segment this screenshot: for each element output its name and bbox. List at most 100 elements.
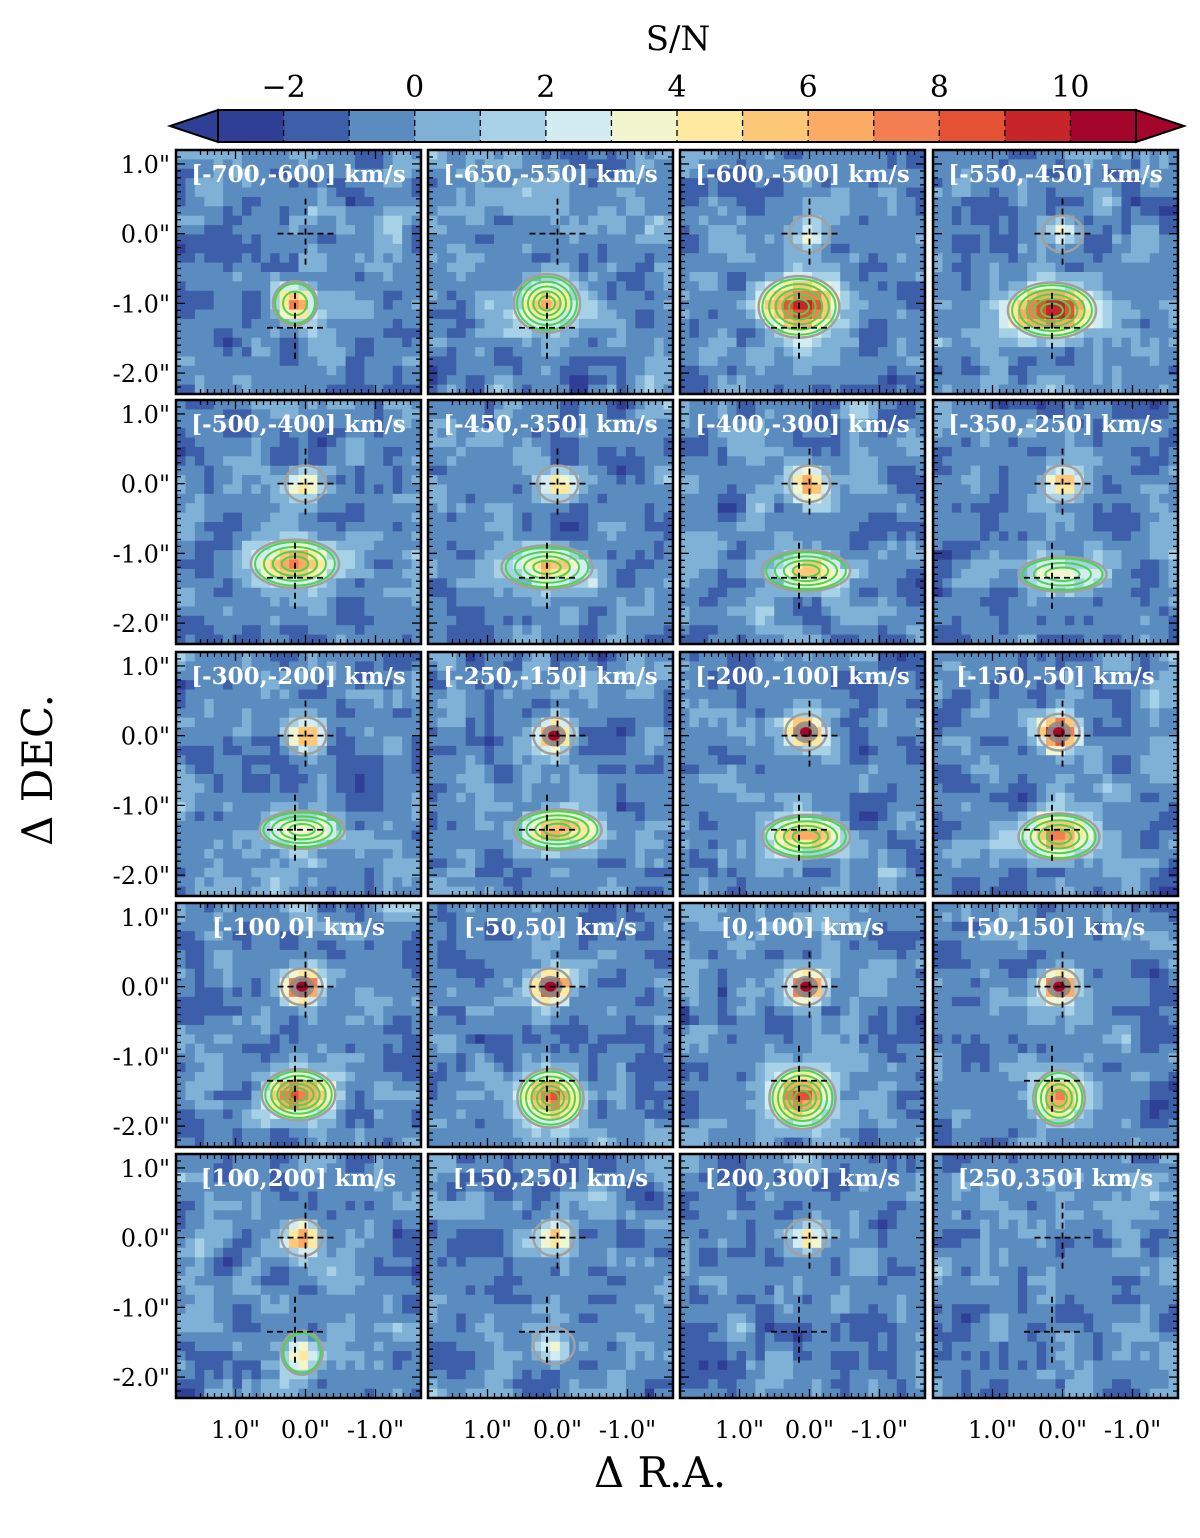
sn-cell [298,587,309,598]
sn-cell [745,178,756,189]
sn-cell [204,597,215,608]
sn-cell [503,465,514,476]
sn-cell [1064,187,1075,198]
sn-cell [307,597,318,608]
sn-cell [289,531,300,542]
sn-cell [793,206,804,217]
sn-cell [503,300,514,311]
y-tick-label: -2.0" [113,360,170,388]
sn-cell [223,300,234,311]
sn-cell [588,503,599,514]
sn-cell [411,418,421,429]
sn-cell [1140,347,1151,358]
sn-cell [1140,243,1151,254]
sn-cell [522,484,533,495]
sn-cell [1036,356,1047,367]
colorbar-tick-label: 0 [405,70,424,105]
sn-cell [1064,318,1075,329]
sn-cell [933,150,944,160]
sn-cell [802,365,813,376]
sn-cell [475,428,486,439]
sn-cell [493,493,504,504]
sn-cell [512,262,523,273]
sn-cell [232,196,243,207]
sn-cell [933,225,944,236]
sn-cell [411,234,421,245]
sn-cell [437,418,448,429]
sn-cell [437,159,448,170]
sn-cell [531,168,542,179]
sn-cell [251,437,262,448]
sn-cell [1168,243,1178,254]
sn-cell [1159,234,1170,245]
sn-cell [522,587,533,598]
sn-cell [456,187,467,198]
sn-cell [588,150,599,160]
sn-cell [654,178,665,189]
sn-cell [607,503,618,514]
sn-cell [475,615,486,626]
sn-cell [522,615,533,626]
sn-cell [194,290,205,301]
sn-cell [1036,243,1047,254]
sn-cell [802,337,813,348]
sn-cell [289,550,300,561]
sn-cell [877,328,888,339]
sn-cell [475,178,486,189]
sn-cell [484,540,495,551]
sn-cell [402,356,413,367]
sn-cell [588,206,599,217]
sn-cell [213,318,224,329]
sn-cell [625,337,636,348]
sn-cell [326,262,337,273]
sn-cell [465,178,476,189]
sn-cell [194,309,205,320]
sn-cell [307,428,318,439]
sn-cell [1168,187,1178,198]
sn-cell [307,318,318,329]
sn-cell [355,365,366,376]
sn-cell [364,606,375,617]
sn-cell [223,309,234,320]
sn-cell [232,309,243,320]
sn-cell [493,634,504,644]
sn-cell [942,272,953,282]
sn-cell [411,300,421,311]
sn-cell [588,272,599,282]
sn-cell [307,225,318,236]
sn-cell [213,150,224,160]
sn-cell [840,206,851,217]
sn-cell [364,456,375,467]
sn-cell [578,168,589,179]
sn-cell [317,437,328,448]
sn-cell [317,456,328,467]
sn-cell [392,281,403,292]
sn-cell [859,328,870,339]
sn-cell [708,215,719,226]
sn-cell [185,262,196,273]
sn-cell [588,531,599,542]
sn-cell [1008,243,1019,254]
sn-cell [708,356,719,367]
sn-cell [465,418,476,429]
sn-cell [185,253,196,264]
sn-cell [689,206,700,217]
sn-cell [736,243,747,254]
sn-cell [204,625,215,636]
sn-cell [942,347,953,358]
sn-cell [764,206,775,217]
sn-cell [411,206,421,217]
sn-cell [232,493,243,504]
sn-cell [663,578,673,589]
sn-cell [998,337,1009,348]
sn-cell [980,243,991,254]
sn-cell [1064,300,1075,311]
sn-cell [289,615,300,626]
sn-cell [607,234,618,245]
sn-cell [345,503,356,514]
sn-cell [1055,159,1066,170]
sn-cell [503,196,514,207]
sn-cell [588,300,599,311]
sn-cell [270,253,281,264]
sn-cell [232,225,243,236]
